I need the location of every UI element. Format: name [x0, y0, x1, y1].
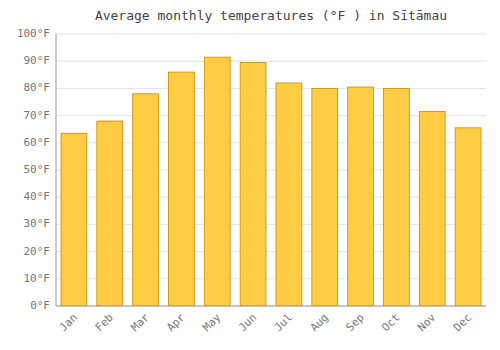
- x-tick-label: May: [200, 311, 224, 335]
- x-tick-labels: Jan Feb Mar Apr May Jun Jul Aug Sep Oct Nov Dec: [57, 311, 474, 335]
- bar: [169, 72, 195, 306]
- x-tick-label: Aug: [308, 311, 331, 334]
- bar: [419, 112, 445, 306]
- y-tick-label: 100°F: [17, 27, 50, 40]
- x-tick-label: Nov: [415, 311, 439, 335]
- x-tick-label: Dec: [451, 311, 474, 334]
- y-tick-label: 90°F: [24, 54, 51, 67]
- y-tick-label: 20°F: [24, 245, 51, 258]
- y-tick-label: 60°F: [24, 136, 51, 149]
- x-tick-label: Apr: [164, 311, 188, 335]
- y-tick-label: 30°F: [24, 217, 51, 230]
- x-tick-label: Feb: [93, 311, 116, 334]
- y-tick-label: 50°F: [24, 163, 51, 176]
- title: Average monthly temperatures (°F ) in Sī…: [95, 8, 447, 23]
- y-tick-label: 70°F: [24, 109, 51, 122]
- y-tick-label: 0°F: [30, 299, 50, 312]
- x-tick-label: Jun: [236, 311, 259, 334]
- bar: [276, 83, 302, 306]
- y-tick-label: 40°F: [24, 190, 51, 203]
- bar: [61, 133, 87, 306]
- bar: [204, 57, 230, 306]
- y-tick-label: 10°F: [24, 272, 51, 285]
- chart-container: Average monthly temperatures (°F ) in Sī…: [0, 0, 500, 350]
- x-tick-label: Sep: [343, 311, 366, 334]
- grid-line: [56, 88, 486, 89]
- x-tick-label: Jan: [57, 311, 80, 334]
- bars: [61, 57, 481, 306]
- bar: [240, 63, 266, 306]
- x-axis-line: [56, 306, 486, 307]
- x-tick-label: Mar: [128, 311, 152, 335]
- bar: [455, 128, 481, 306]
- y-tick-label: 80°F: [24, 81, 51, 94]
- y-axis-line: [56, 34, 57, 306]
- x-tick-label: Jul: [272, 311, 295, 334]
- chart-svg: Average monthly temperatures (°F ) in Sī…: [0, 0, 500, 350]
- y-tick-labels: 0°F 10°F 20°F 30°F 40°F 50°F 60°F 70°F 80°F 90°F 1…: [17, 27, 50, 312]
- grid: [56, 34, 486, 306]
- bar: [97, 121, 123, 306]
- grid-line: [56, 34, 486, 35]
- bar: [312, 88, 338, 306]
- bar: [133, 94, 159, 306]
- bar: [348, 87, 374, 306]
- grid-line: [56, 306, 486, 307]
- grid-line: [56, 61, 486, 62]
- bar: [384, 88, 410, 306]
- x-tick-label: Oct: [379, 311, 402, 334]
